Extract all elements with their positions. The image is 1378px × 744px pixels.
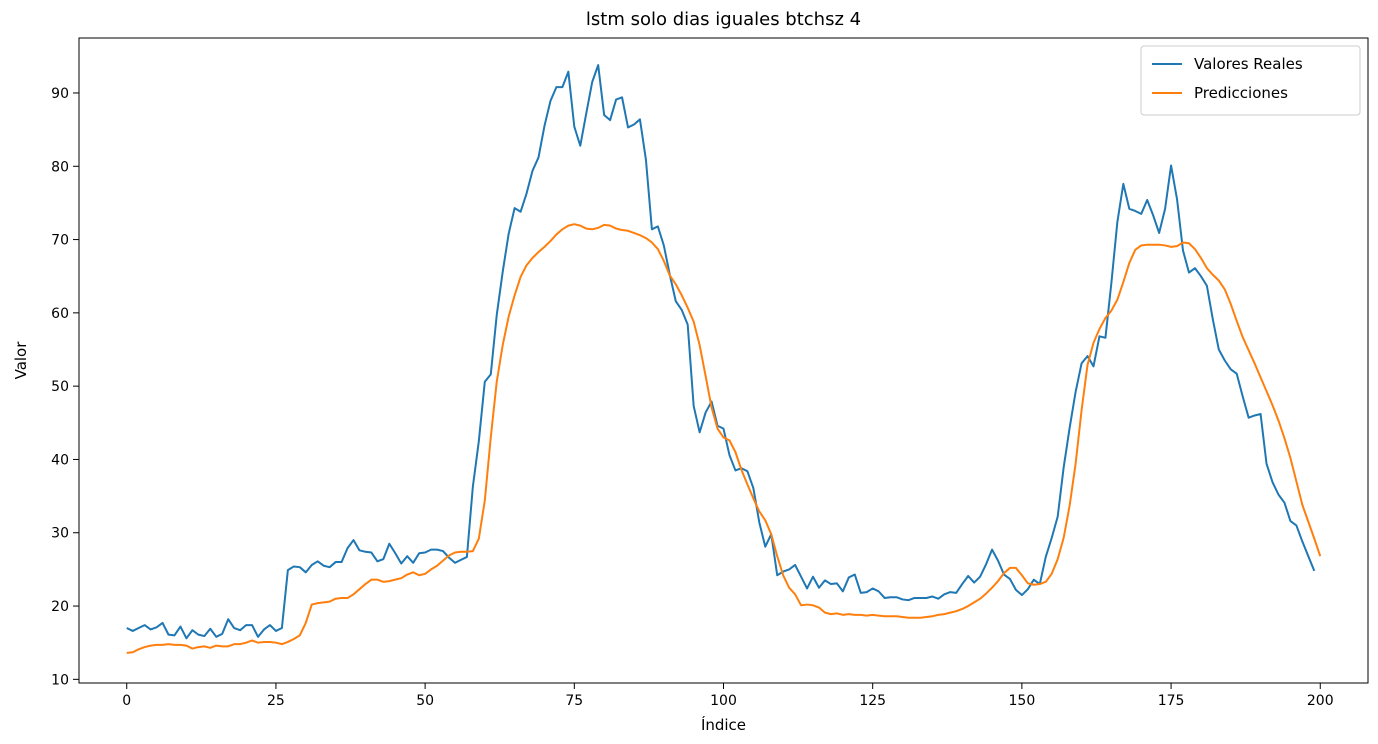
- x-tick-label: 100: [710, 693, 737, 709]
- series-line-2: [126, 223, 1322, 654]
- series-layer: [126, 64, 1322, 654]
- chart-title: lstm solo dias iguales btchsz 4: [586, 9, 861, 30]
- series-line-1: [126, 64, 1316, 640]
- x-tick-label: 175: [1158, 693, 1185, 709]
- x-tick-label: 125: [859, 693, 886, 709]
- y-tick-label: 80: [51, 159, 69, 175]
- y-tick-label: 60: [51, 306, 69, 322]
- y-axis-ticks: 10 20 30 40 50 60 70 80 90: [51, 86, 79, 688]
- plot-area-frame: [78, 37, 1369, 684]
- y-tick-label: 50: [51, 379, 69, 395]
- x-tick-label: 50: [416, 693, 434, 709]
- legend-label-1: Valores Reales: [1194, 55, 1303, 73]
- x-tick-label: 25: [267, 693, 285, 709]
- y-tick-label: 90: [51, 86, 69, 102]
- legend-box: [1140, 45, 1361, 116]
- legend-label-2: Predicciones: [1194, 84, 1288, 102]
- y-tick-label: 70: [51, 233, 69, 249]
- x-tick-label: 0: [122, 693, 131, 709]
- y-tick-label: 30: [51, 526, 69, 542]
- legend: Valores Reales Predicciones: [1140, 45, 1361, 116]
- y-axis-label: Valor: [12, 341, 30, 380]
- x-tick-label: 200: [1307, 693, 1334, 709]
- y-tick-label: 40: [51, 452, 69, 468]
- y-tick-label: 10: [51, 672, 69, 688]
- y-tick-label: 20: [51, 599, 69, 615]
- x-axis-ticks: 0 25 50 75 100 125 150 175 200: [122, 683, 1334, 709]
- x-tick-label: 150: [1009, 693, 1036, 709]
- x-tick-label: 75: [565, 693, 583, 709]
- x-axis-label: Índice: [701, 715, 746, 734]
